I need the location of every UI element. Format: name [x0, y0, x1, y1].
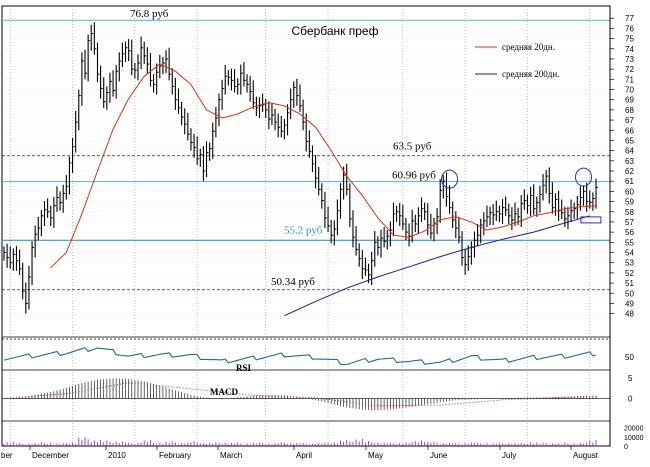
- price-axis-label: 67: [625, 116, 634, 125]
- price-axis-label: 75: [625, 35, 634, 44]
- level-label-1: 63.5 руб: [393, 141, 432, 153]
- volume-axis-label: 10000: [624, 435, 644, 442]
- x-axis-label: May: [368, 451, 383, 460]
- level-label-3: 55.2 руб: [284, 224, 323, 236]
- ma200-line: [284, 215, 590, 317]
- price-axis-label: 57: [625, 218, 634, 227]
- x-axis-label: 2010: [108, 451, 126, 460]
- macd-axis-label: 5: [628, 374, 633, 383]
- price-axis-label: 77: [625, 14, 634, 23]
- price-axis-label: 48: [625, 310, 634, 319]
- price-axis-label: 71: [625, 75, 634, 84]
- price-axis-label: 53: [625, 259, 634, 268]
- macd-axis-label: 0: [628, 395, 633, 404]
- x-axis-label: ber: [1, 451, 13, 460]
- price-axis-label: 49: [625, 299, 634, 308]
- legend-label-0: средняя 20дн.: [502, 42, 555, 52]
- price-axis-label: 72: [625, 65, 634, 74]
- chart-title: Сбербанк преф: [292, 24, 379, 38]
- x-axis-label: June: [430, 451, 448, 460]
- price-axis-label: 54: [625, 249, 634, 258]
- price-axis-label: 65: [625, 136, 634, 145]
- price-axis-label: 61: [625, 177, 634, 186]
- price-axis-label: 56: [625, 228, 634, 237]
- price-axis-label: 52: [625, 269, 634, 278]
- price-axis-label: 50: [625, 289, 634, 298]
- price-axis-label: 76: [625, 24, 634, 33]
- legend-label-1: средняя 200дн.: [502, 69, 559, 79]
- x-axis-label: July: [502, 451, 516, 460]
- marker-rect-2: [580, 216, 602, 224]
- price-layer: [2, 22, 610, 446]
- ma20-line: [50, 63, 597, 269]
- marker-ellipse-0: [441, 169, 459, 189]
- x-axis-label: August: [573, 451, 599, 460]
- x-axis-label: March: [220, 451, 242, 460]
- x-axis-label: April: [296, 451, 312, 460]
- level-label-2: 60.96 руб: [392, 170, 436, 182]
- volume-axis-label: 20000: [624, 426, 644, 433]
- rsi-line: [3, 346, 597, 366]
- level-label-0: 76.8 руб: [130, 8, 169, 20]
- price-axis-label: 51: [625, 279, 634, 288]
- price-axis-label: 69: [625, 96, 634, 105]
- price-axis-label: 55: [625, 238, 634, 247]
- text-layer: Сбербанк преф 76.8 руб 63.5 руб 60.96 руб 55…: [130, 8, 559, 397]
- price-axis-label: 59: [625, 198, 634, 207]
- price-axis-label: 58: [625, 208, 634, 217]
- price-axis-label: 70: [625, 86, 634, 95]
- volume-axis-label: 0: [624, 444, 628, 451]
- price-axis-label: 74: [625, 45, 634, 54]
- price-axis-label: 66: [625, 126, 634, 135]
- marker-ellipse-1: [575, 167, 593, 187]
- level-label-4: 50.34 руб: [271, 276, 315, 288]
- price-axis-label: 62: [625, 167, 634, 176]
- x-axis-label: February: [159, 451, 191, 460]
- rsi-axis-label: 50: [625, 353, 634, 362]
- price-axis-label: 68: [625, 106, 634, 115]
- grid-layer: [1, 5, 611, 447]
- macd-label: MACD: [210, 387, 238, 397]
- price-axis-label: 64: [625, 147, 634, 156]
- price-axis-label: 73: [625, 55, 634, 64]
- rsi-label: RSI: [236, 363, 252, 373]
- price-axis-label: 63: [625, 157, 634, 166]
- price-axis-label: 60: [625, 187, 634, 196]
- x-axis-label: December: [32, 451, 69, 460]
